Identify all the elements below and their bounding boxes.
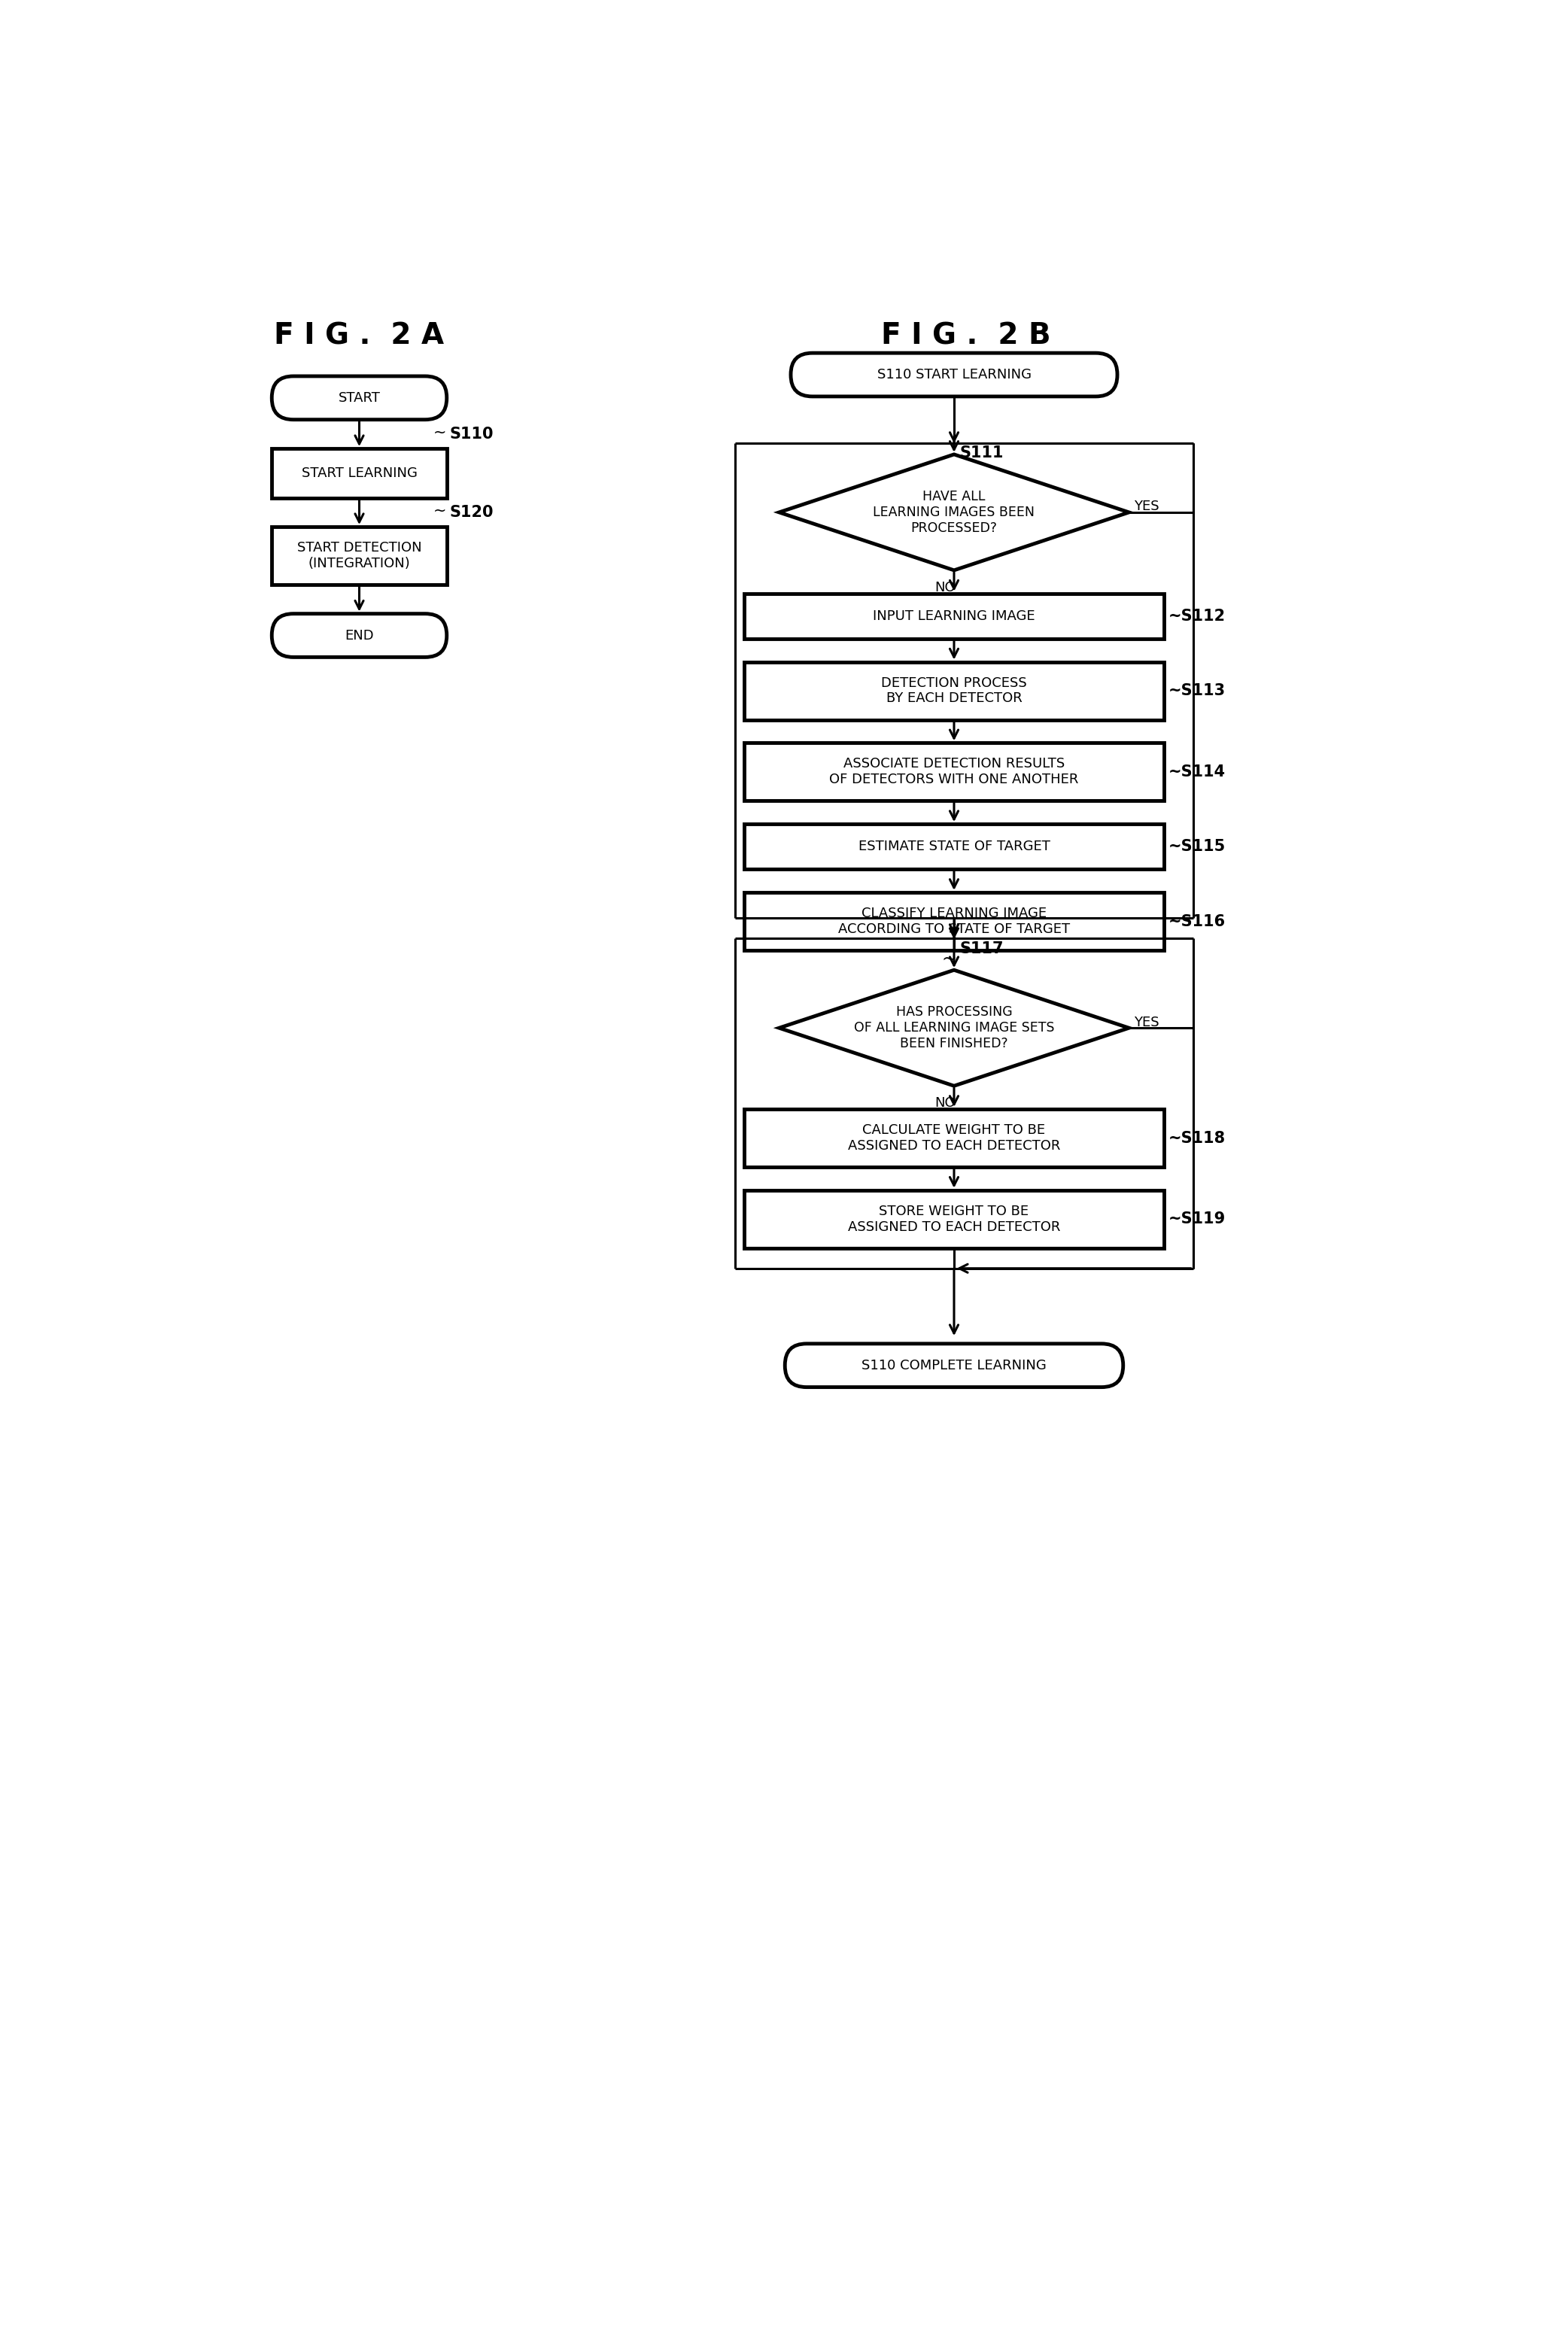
- Text: ~: ~: [434, 424, 447, 440]
- Text: INPUT LEARNING IMAGE: INPUT LEARNING IMAGE: [873, 609, 1035, 623]
- Text: YES: YES: [1134, 499, 1159, 513]
- Bar: [271, 448, 447, 497]
- Text: ~: ~: [942, 949, 956, 968]
- Bar: [745, 1108, 1163, 1167]
- Text: ~S116: ~S116: [1168, 914, 1226, 928]
- Text: S110 START LEARNING: S110 START LEARNING: [877, 368, 1032, 382]
- Bar: [271, 527, 447, 586]
- Text: ~S119: ~S119: [1168, 1211, 1226, 1228]
- Bar: [745, 825, 1163, 869]
- Text: ~: ~: [434, 504, 447, 518]
- Bar: [745, 893, 1163, 951]
- Text: ~S115: ~S115: [1168, 839, 1226, 855]
- Text: ~S118: ~S118: [1168, 1132, 1226, 1146]
- Polygon shape: [779, 455, 1129, 569]
- Text: S120: S120: [450, 504, 494, 520]
- Text: NO: NO: [935, 581, 955, 595]
- Text: CLASSIFY LEARNING IMAGE
ACCORDING TO STATE OF TARGET: CLASSIFY LEARNING IMAGE ACCORDING TO STA…: [839, 907, 1069, 935]
- Bar: [745, 593, 1163, 640]
- FancyBboxPatch shape: [786, 1343, 1123, 1387]
- Text: HAS PROCESSING
OF ALL LEARNING IMAGE SETS
BEEN FINISHED?: HAS PROCESSING OF ALL LEARNING IMAGE SET…: [855, 1005, 1054, 1050]
- FancyBboxPatch shape: [790, 354, 1118, 396]
- Text: STORE WEIGHT TO BE
ASSIGNED TO EACH DETECTOR: STORE WEIGHT TO BE ASSIGNED TO EACH DETE…: [848, 1204, 1060, 1235]
- Text: START DETECTION
(INTEGRATION): START DETECTION (INTEGRATION): [296, 541, 422, 569]
- Text: START: START: [339, 391, 381, 405]
- Text: NO: NO: [935, 1097, 955, 1111]
- Text: CALCULATE WEIGHT TO BE
ASSIGNED TO EACH DETECTOR: CALCULATE WEIGHT TO BE ASSIGNED TO EACH …: [848, 1122, 1060, 1153]
- Text: END: END: [345, 628, 373, 642]
- Polygon shape: [779, 970, 1129, 1085]
- Bar: [745, 661, 1163, 719]
- FancyBboxPatch shape: [271, 614, 447, 656]
- Bar: [745, 1190, 1163, 1249]
- Text: ~S114: ~S114: [1168, 764, 1226, 780]
- Text: DETECTION PROCESS
BY EACH DETECTOR: DETECTION PROCESS BY EACH DETECTOR: [881, 677, 1027, 705]
- FancyBboxPatch shape: [271, 377, 447, 419]
- Text: ~S113: ~S113: [1168, 684, 1226, 698]
- Text: S110: S110: [450, 426, 494, 440]
- Text: F I G .  2 A: F I G . 2 A: [274, 321, 444, 349]
- Text: S111: S111: [960, 445, 1004, 462]
- Text: ~S112: ~S112: [1168, 609, 1226, 623]
- Text: F I G .  2 B: F I G . 2 B: [881, 321, 1051, 349]
- Text: START LEARNING: START LEARNING: [301, 466, 417, 480]
- Text: S110 COMPLETE LEARNING: S110 COMPLETE LEARNING: [861, 1359, 1046, 1373]
- Text: ESTIMATE STATE OF TARGET: ESTIMATE STATE OF TARGET: [858, 839, 1051, 853]
- Text: HAVE ALL
LEARNING IMAGES BEEN
PROCESSED?: HAVE ALL LEARNING IMAGES BEEN PROCESSED?: [873, 490, 1035, 534]
- Text: ASSOCIATE DETECTION RESULTS
OF DETECTORS WITH ONE ANOTHER: ASSOCIATE DETECTION RESULTS OF DETECTORS…: [829, 757, 1079, 787]
- Text: ~: ~: [942, 455, 956, 473]
- Text: S117: S117: [960, 942, 1004, 956]
- Bar: [745, 743, 1163, 801]
- Text: YES: YES: [1134, 1015, 1159, 1029]
